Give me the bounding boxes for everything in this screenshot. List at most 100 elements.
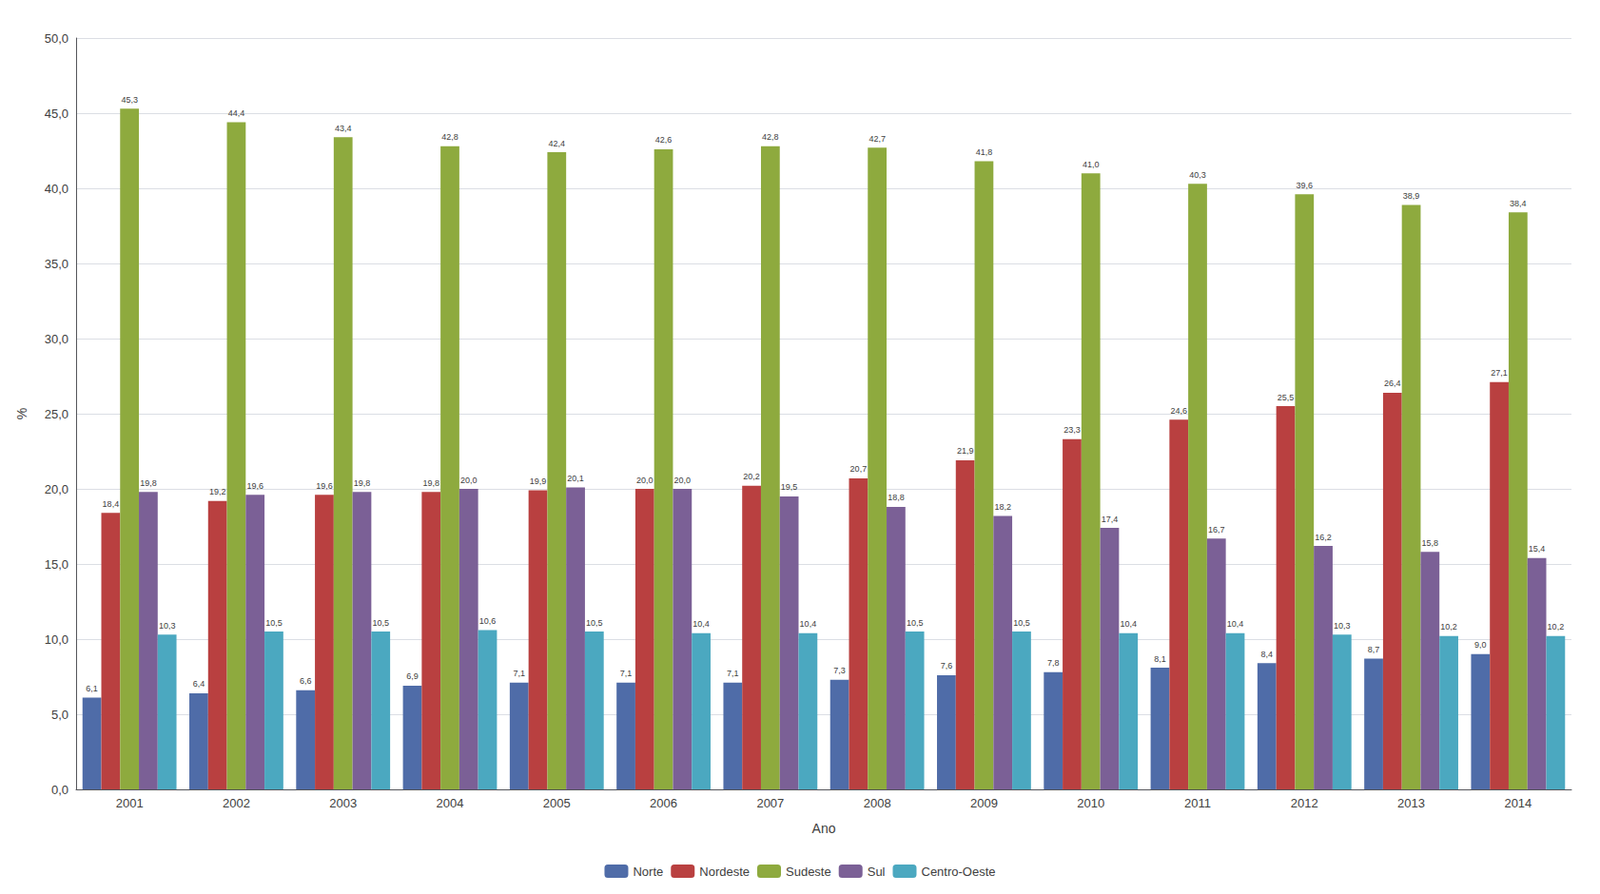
svg-text:38,9: 38,9	[1403, 191, 1421, 201]
svg-text:8,4: 8,4	[1261, 649, 1274, 660]
svg-text:20,0: 20,0	[44, 482, 69, 497]
svg-text:2010: 2010	[1076, 796, 1105, 811]
svg-text:16,7: 16,7	[1208, 525, 1226, 535]
svg-text:6,4: 6,4	[193, 679, 206, 689]
svg-text:19,2: 19,2	[209, 487, 227, 497]
svg-text:20,7: 20,7	[850, 464, 868, 474]
svg-text:35,0: 35,0	[44, 256, 69, 272]
svg-text:30,0: 30,0	[44, 331, 69, 347]
svg-text:42,6: 42,6	[655, 135, 673, 145]
svg-text:40,3: 40,3	[1189, 170, 1207, 180]
svg-text:7,1: 7,1	[513, 668, 527, 679]
svg-text:2005: 2005	[543, 796, 571, 811]
svg-text:10,3: 10,3	[1333, 621, 1351, 631]
svg-text:19,5: 19,5	[780, 482, 799, 492]
svg-text:5,0: 5,0	[51, 707, 69, 722]
svg-text:2006: 2006	[649, 796, 678, 811]
svg-text:10,3: 10,3	[158, 621, 176, 631]
svg-text:2014: 2014	[1503, 796, 1532, 811]
svg-text:Ano: Ano	[812, 820, 837, 837]
svg-text:19,8: 19,8	[139, 478, 157, 488]
svg-text:15,8: 15,8	[1422, 538, 1440, 548]
svg-text:Norte: Norte	[632, 864, 664, 879]
svg-text:17,4: 17,4	[1101, 514, 1119, 525]
svg-text:6,6: 6,6	[299, 676, 313, 686]
svg-text:2012: 2012	[1290, 796, 1319, 811]
svg-text:23,3: 23,3	[1063, 425, 1081, 435]
svg-text:0,0: 0,0	[51, 782, 69, 798]
svg-text:20,0: 20,0	[636, 475, 654, 486]
svg-text:Sul: Sul	[867, 864, 886, 879]
svg-text:19,9: 19,9	[529, 476, 547, 487]
svg-text:40,0: 40,0	[44, 181, 69, 196]
svg-text:44,4: 44,4	[228, 108, 246, 118]
svg-text:10,4: 10,4	[800, 619, 818, 629]
svg-text:Nordeste: Nordeste	[699, 864, 750, 879]
svg-text:19,6: 19,6	[315, 481, 333, 491]
svg-text:21,9: 21,9	[956, 446, 975, 456]
svg-text:9,0: 9,0	[1474, 640, 1487, 650]
svg-text:10,5: 10,5	[371, 618, 390, 628]
svg-text:18,8: 18,8	[887, 492, 905, 503]
svg-text:10,2: 10,2	[1547, 622, 1565, 632]
svg-text:15,0: 15,0	[44, 557, 69, 572]
svg-text:41,0: 41,0	[1082, 159, 1100, 170]
svg-text:2001: 2001	[116, 796, 144, 811]
svg-text:10,5: 10,5	[585, 618, 604, 628]
svg-text:10,2: 10,2	[1440, 622, 1458, 632]
svg-text:2007: 2007	[756, 796, 784, 811]
svg-text:50,0: 50,0	[44, 31, 69, 46]
svg-text:20,0: 20,0	[460, 475, 478, 486]
svg-text:38,4: 38,4	[1509, 198, 1527, 209]
svg-text:6,9: 6,9	[406, 671, 419, 682]
svg-text:41,8: 41,8	[975, 147, 994, 157]
svg-text:19,8: 19,8	[353, 478, 371, 488]
svg-text:20,1: 20,1	[566, 473, 585, 484]
svg-text:%: %	[14, 408, 30, 420]
svg-text:6,1: 6,1	[85, 683, 98, 694]
svg-text:2002: 2002	[222, 796, 251, 811]
svg-text:Sudeste: Sudeste	[785, 864, 832, 879]
svg-text:42,8: 42,8	[761, 132, 780, 142]
svg-text:7,6: 7,6	[940, 661, 954, 671]
svg-text:2009: 2009	[970, 796, 998, 811]
svg-text:10,0: 10,0	[44, 632, 69, 647]
svg-text:10,6: 10,6	[479, 616, 497, 626]
svg-text:10,5: 10,5	[265, 618, 283, 628]
svg-text:45,3: 45,3	[120, 95, 138, 105]
svg-text:7,8: 7,8	[1047, 658, 1060, 668]
svg-text:19,6: 19,6	[246, 481, 264, 491]
svg-text:10,5: 10,5	[906, 618, 924, 628]
svg-text:7,3: 7,3	[833, 665, 846, 676]
svg-text:8,1: 8,1	[1153, 654, 1167, 664]
svg-text:18,4: 18,4	[102, 499, 120, 509]
svg-text:27,1: 27,1	[1490, 368, 1508, 378]
svg-text:39,6: 39,6	[1296, 180, 1314, 191]
svg-text:16,2: 16,2	[1314, 532, 1332, 543]
svg-text:2004: 2004	[436, 796, 465, 811]
svg-text:15,4: 15,4	[1528, 544, 1546, 554]
svg-text:18,2: 18,2	[994, 502, 1012, 512]
svg-text:45,0: 45,0	[44, 106, 69, 121]
svg-text:10,4: 10,4	[1119, 619, 1137, 629]
svg-text:19,8: 19,8	[422, 478, 440, 488]
svg-text:7,1: 7,1	[726, 668, 740, 679]
svg-text:2011: 2011	[1184, 796, 1211, 811]
svg-text:24,6: 24,6	[1170, 406, 1188, 416]
svg-text:42,7: 42,7	[868, 134, 886, 144]
svg-text:2013: 2013	[1397, 796, 1425, 811]
svg-text:2003: 2003	[329, 796, 357, 811]
svg-text:20,0: 20,0	[674, 475, 692, 486]
svg-text:10,5: 10,5	[1013, 618, 1031, 628]
svg-text:26,4: 26,4	[1384, 378, 1402, 389]
svg-text:20,2: 20,2	[742, 471, 761, 482]
svg-text:42,4: 42,4	[548, 138, 566, 149]
svg-text:10,4: 10,4	[692, 619, 710, 629]
svg-text:Centro-Oeste: Centro-Oeste	[920, 864, 996, 879]
svg-text:25,0: 25,0	[44, 407, 69, 422]
svg-text:42,8: 42,8	[441, 132, 459, 142]
svg-text:8,7: 8,7	[1367, 644, 1381, 655]
svg-text:43,4: 43,4	[334, 123, 352, 134]
svg-text:25,5: 25,5	[1277, 392, 1295, 403]
svg-text:7,1: 7,1	[620, 668, 633, 679]
